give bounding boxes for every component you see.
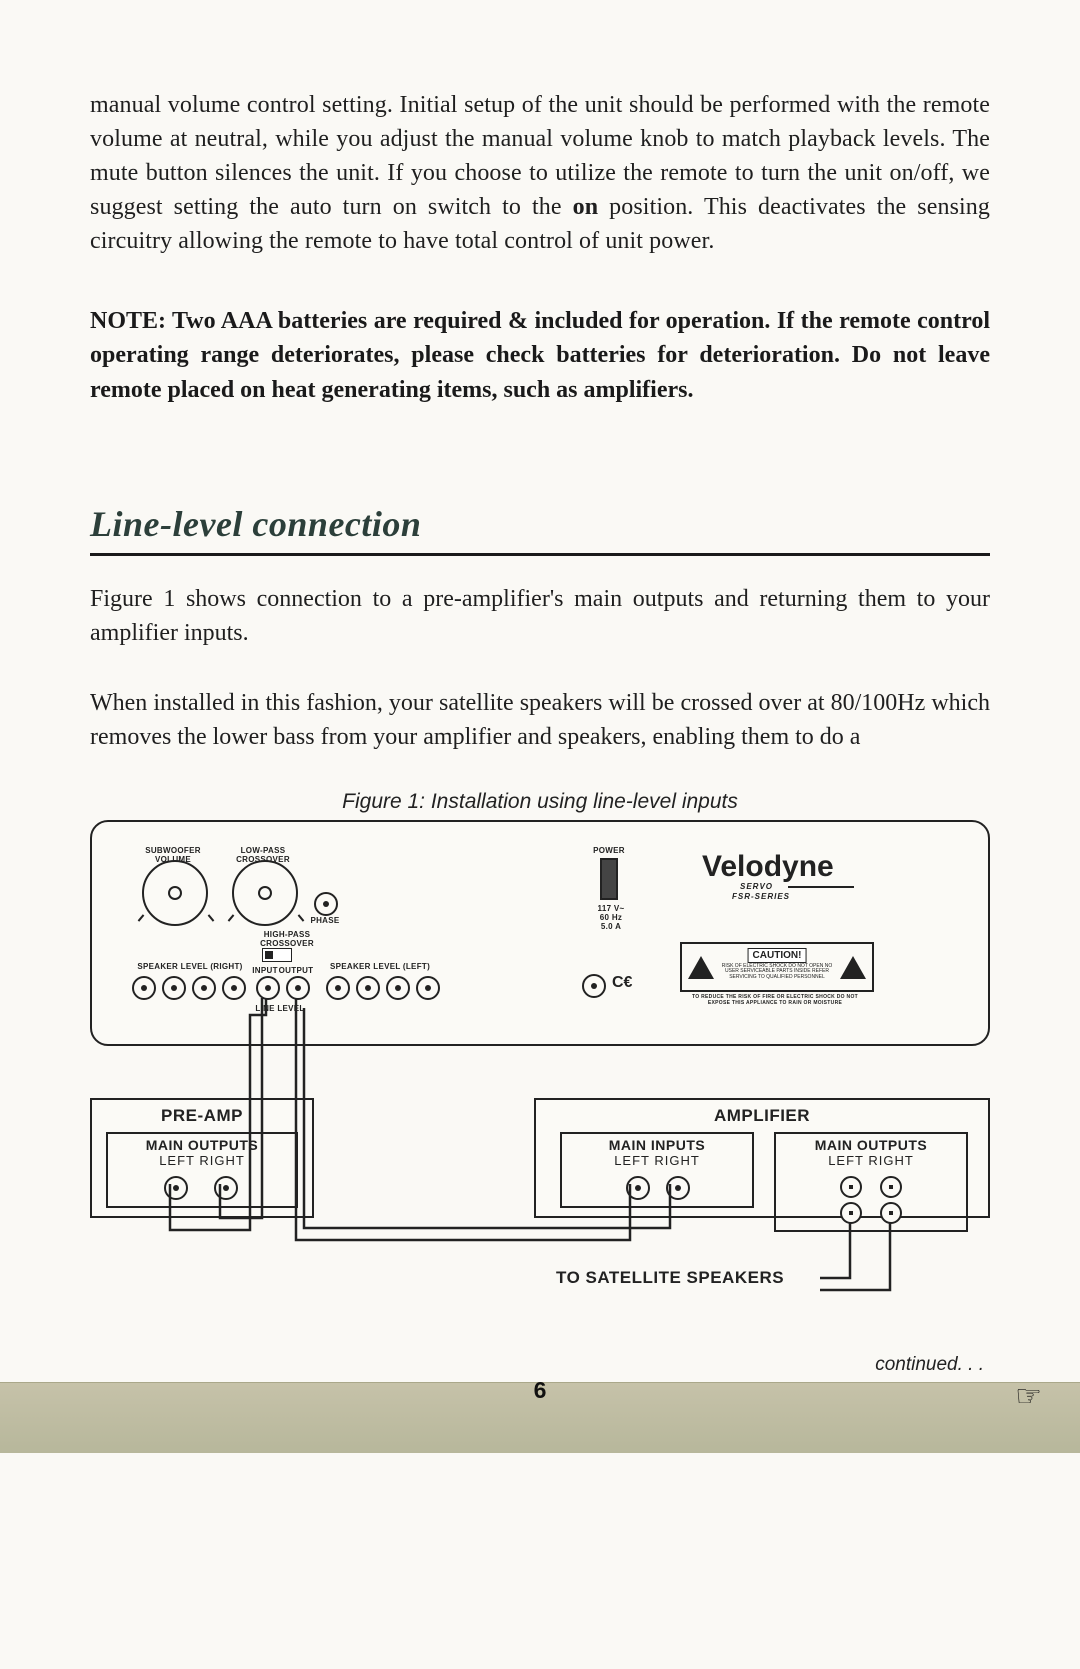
paragraph-remote-volume: manual volume control setting. Initial s… — [90, 88, 990, 258]
section-rule — [90, 553, 990, 556]
page-number: 6 — [534, 1377, 547, 1404]
figure-1-diagram: SUBWOOFER VOLUME LOW-PASS CROSSOVER PHAS… — [90, 820, 990, 1320]
pointing-hand-icon: ☞ — [1015, 1379, 1042, 1414]
section-para-2: When installed in this fashion, your sat… — [90, 686, 990, 754]
bold-on: on — [573, 194, 599, 220]
section-para-1: Figure 1 shows connection to a pre-ampli… — [90, 582, 990, 650]
continued-label: continued. . . — [90, 1354, 984, 1376]
figure-caption: Figure 1: Installation using line-level … — [90, 790, 990, 814]
section-heading-line-level: Line-level connection — [90, 503, 990, 545]
footer-band: 6 ☞ — [0, 1382, 1080, 1453]
manual-page: manual volume control setting. Initial s… — [0, 0, 1080, 1376]
note-batteries: NOTE: Two AAA batteries are required & i… — [90, 304, 990, 406]
cables-svg — [90, 820, 990, 1320]
